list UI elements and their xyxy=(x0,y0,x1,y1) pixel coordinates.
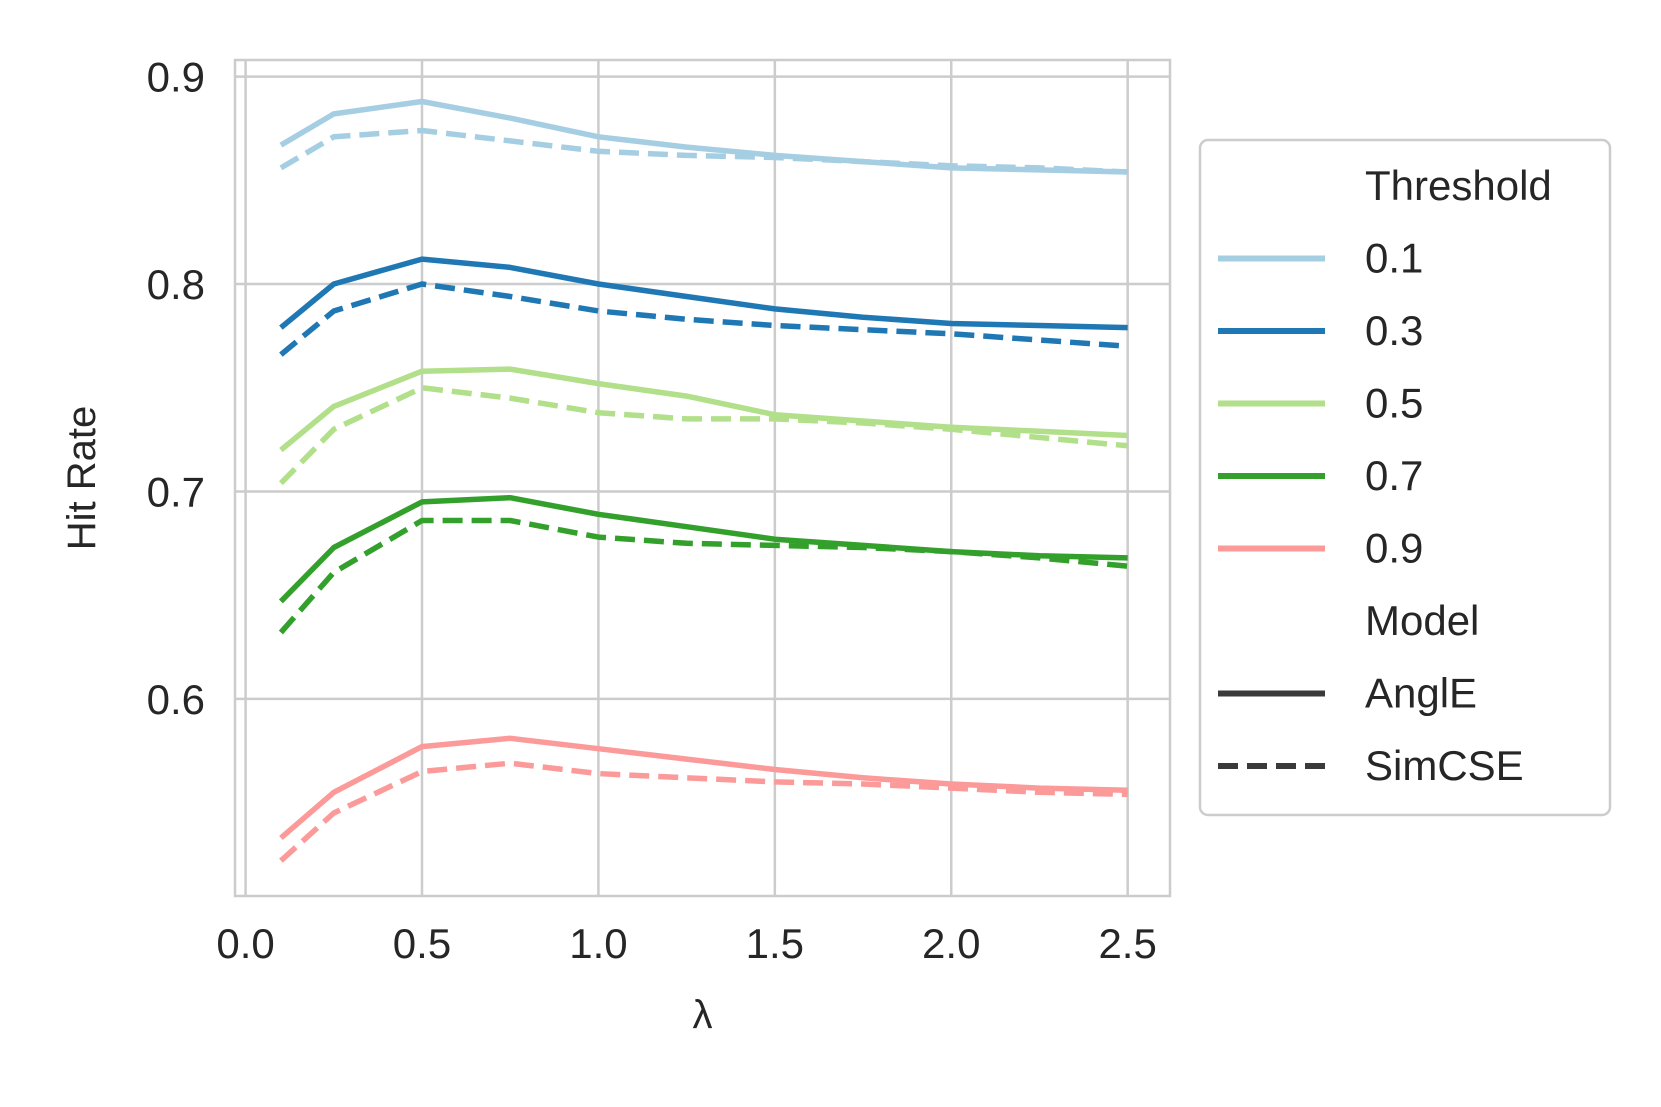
x-tick-label: 0.0 xyxy=(216,920,274,967)
x-tick-label: 2.5 xyxy=(1098,920,1156,967)
y-tick-label: 0.6 xyxy=(147,676,205,723)
legend: Threshold 0.1 0.3 0.5 0.7 0.9 Model AnglE Sim… xyxy=(1198,138,1612,817)
x-axis-title: λ xyxy=(693,993,713,1037)
series-line-simcse-0_1 xyxy=(279,127,1128,175)
y-tick-label: 0.9 xyxy=(147,54,205,101)
series-line-angle-0_9 xyxy=(279,735,1128,840)
series-line-angle-0_7 xyxy=(278,494,1128,604)
series-line-angle-0_1 xyxy=(279,98,1128,175)
legend-box xyxy=(1198,138,1612,817)
y-tick-labels: 0.6 0.7 0.8 0.9 xyxy=(147,54,205,723)
x-tick-labels: 0.0 0.5 1.0 1.5 2.0 2.5 xyxy=(216,920,1156,967)
x-tick-label: 1.0 xyxy=(569,920,627,967)
x-tick-label: 0.5 xyxy=(393,920,451,967)
legend-label-0_9: 0.9 xyxy=(1365,525,1423,572)
legend-threshold-entries: 0.1 0.3 0.5 0.7 0.9 xyxy=(1218,235,1423,572)
legend-label-simcse: SimCSE xyxy=(1365,742,1524,789)
legend-title-threshold: Threshold xyxy=(1365,162,1552,209)
y-axis-title: Hit Rate xyxy=(60,406,104,551)
legend-label-0_3: 0.3 xyxy=(1365,307,1423,354)
series-line-angle-0_5 xyxy=(279,366,1128,453)
grid xyxy=(235,60,1170,896)
series-line-simcse-0_3 xyxy=(279,281,1128,357)
y-tick-label: 0.8 xyxy=(147,261,205,308)
legend-label-0_5: 0.5 xyxy=(1365,380,1423,427)
plot-frame xyxy=(233,58,1172,898)
legend-title-model: Model xyxy=(1365,597,1479,644)
x-tick-label: 2.0 xyxy=(922,920,980,967)
y-tick-label: 0.7 xyxy=(147,468,205,515)
series-line-simcse-0_9 xyxy=(279,760,1128,863)
legend-label-0_7: 0.7 xyxy=(1365,452,1423,499)
series-line-angle-0_3 xyxy=(279,256,1128,331)
series-line-simcse-0_5 xyxy=(278,385,1128,486)
legend-label-angle: AnglE xyxy=(1365,670,1477,717)
series-lines xyxy=(278,98,1128,863)
legend-model-entries: AnglE SimCSE xyxy=(1218,670,1524,789)
legend-label-0_1: 0.1 xyxy=(1365,235,1423,282)
x-tick-label: 1.5 xyxy=(746,920,804,967)
series-line-simcse-0_7 xyxy=(278,517,1128,635)
